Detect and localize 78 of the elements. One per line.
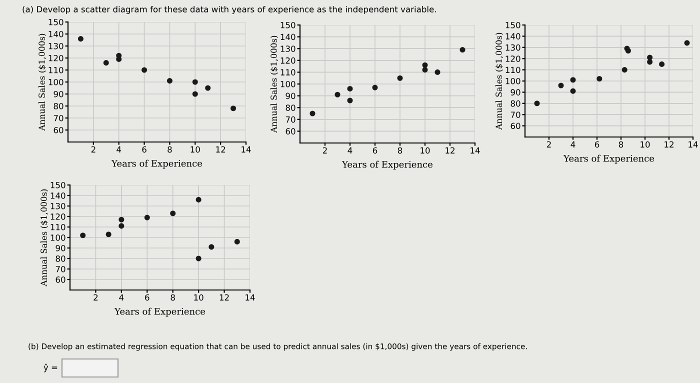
y-tick-label: 90 [286,92,296,100]
y-tick-label: 90 [56,244,66,252]
y-tick-label: 60 [286,128,296,134]
x-tick-label: 6 [142,146,146,153]
y-tick-label: 110 [50,224,66,230]
x-tick-label: 14 [470,147,480,154]
y-tick-label: 130 [280,46,296,52]
x-tick-label: 10 [194,294,204,301]
y-tick-label: 110 [280,69,296,76]
y-tick-label: 80 [510,100,520,107]
y-tick-label: 140 [280,34,296,40]
y-tick-label: 130 [506,44,520,51]
x-tick-label: 8 [170,294,175,301]
text: (a) Develop a scatter diagram for these data with years of experience as the independent variable. [22,6,436,14]
x-tick-label: 4 [570,141,576,148]
x-tick-label: 12 [446,147,454,154]
x-tick-label: 14 [246,294,255,300]
y-axis-title: Annual Sales ($1,000s) [495,32,504,130]
y-tick-label: 140 [50,192,66,199]
x-tick-label: 14 [688,141,698,148]
y-tick-label: 120 [506,56,520,62]
y-tick-label: 70 [54,114,64,122]
y-tick-label: 80 [54,102,64,110]
y-tick-label: 100 [280,80,296,88]
y-tick-label: 70 [56,266,66,272]
x-tick-label: 4 [116,146,122,152]
y-tick-label: 100 [50,234,66,241]
x-tick-label: 14 [242,146,251,152]
y-axis-title: Annual Sales ($1,000s) [270,36,278,133]
y-tick-label: 80 [286,104,296,111]
x-axis-title: Years of Experience [111,160,202,169]
x-tick-label: 2 [91,146,96,152]
y-tick-label: 130 [48,42,64,50]
x-axis-title: Years of Experience [114,308,206,317]
y-tick-label: 110 [48,66,64,74]
y-tick-label: 90 [54,90,64,98]
y-tick-label: 60 [54,126,64,134]
y-tick-label: 70 [510,112,520,118]
y-tick-label: 100 [48,78,64,86]
x-tick-label: 10 [420,147,430,154]
y-axis-title: Annual Sales ($1,000s) [38,34,46,131]
x-tick-label: 2 [546,141,551,148]
y-tick-label: 130 [50,202,66,210]
x-tick-label: 12 [220,294,229,300]
y-tick-label: 80 [56,255,66,262]
y-tick-label: 120 [50,213,66,220]
x-tick-label: 6 [594,141,600,148]
x-tick-label: 12 [216,146,226,152]
x-tick-label: 10 [190,146,200,153]
y-tick-label: 60 [510,122,520,130]
x-tick-label: 2 [322,147,327,154]
y-tick-label: 140 [48,30,64,38]
x-tick-label: 2 [94,294,98,300]
x-tick-label: 10 [640,141,650,148]
x-axis-title: Years of Experience [563,154,654,164]
x-tick-label: 6 [372,147,378,154]
y-axis-title: Annual Sales ($1,000s) [40,189,48,286]
text: ŷ = [44,364,58,372]
y-tick-label: 70 [286,116,296,123]
y-tick-label: 90 [510,89,520,96]
x-tick-label: 8 [398,147,402,154]
y-tick-label: 140 [506,33,520,40]
y-tick-label: 60 [56,276,66,283]
y-tick-label: 110 [506,66,520,74]
y-tick-label: 150 [50,182,66,188]
x-axis-title: Years of Experience [342,160,433,170]
y-tick-label: 150 [48,18,64,26]
x-tick-label: 4 [348,147,352,154]
x-tick-label: 8 [618,141,624,148]
x-tick-label: 6 [145,294,150,301]
y-tick-label: 100 [506,78,520,84]
x-tick-label: 12 [664,141,674,148]
y-tick-label: 150 [506,22,520,28]
x-tick-label: 8 [168,146,172,153]
y-tick-label: 150 [280,22,296,28]
y-tick-label: 120 [48,54,64,62]
y-tick-label: 120 [280,57,296,64]
x-tick-label: 4 [119,294,124,300]
